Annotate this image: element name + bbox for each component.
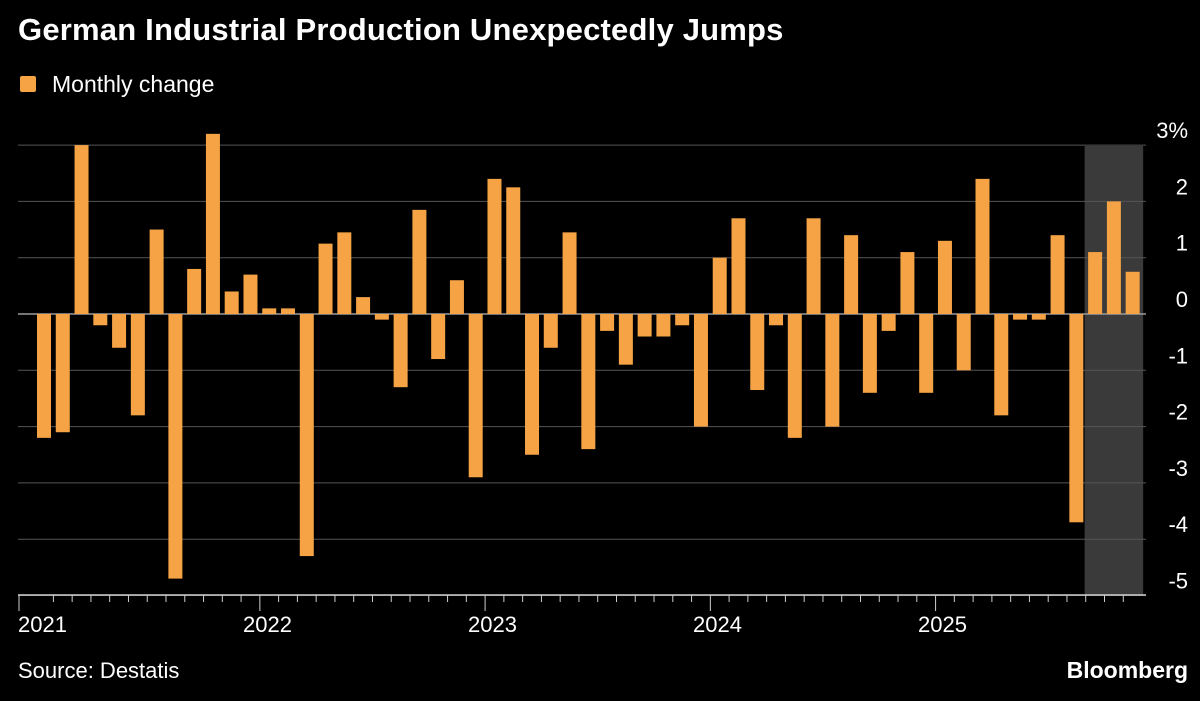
y-tick-label: -3 bbox=[1168, 456, 1188, 481]
bar-2024-09 bbox=[862, 314, 877, 393]
source-note: Source: Destatis bbox=[18, 658, 180, 683]
bar-2023-08 bbox=[618, 314, 633, 365]
bar-2025-11 bbox=[1125, 271, 1140, 314]
bar-2022-11 bbox=[449, 280, 464, 314]
bar-2024-05 bbox=[787, 314, 802, 438]
bar-2021-09 bbox=[187, 268, 202, 314]
bar-2024-12 bbox=[919, 314, 934, 393]
bar-2021-02 bbox=[55, 314, 70, 433]
bar-2024-06 bbox=[806, 218, 821, 314]
bar-2023-01 bbox=[487, 178, 502, 314]
bar-2021-12 bbox=[243, 274, 258, 314]
x-year-label: 2025 bbox=[918, 612, 967, 637]
bar-2022-01 bbox=[262, 308, 277, 314]
bar-2025-08 bbox=[1069, 314, 1084, 523]
bar-2025-07 bbox=[1050, 235, 1065, 314]
bar-2024-04 bbox=[769, 314, 784, 326]
y-tick-label: 2 bbox=[1176, 174, 1188, 199]
bar-2023-09 bbox=[637, 314, 652, 337]
x-year-label: 2021 bbox=[18, 612, 67, 637]
y-tick-label: 0 bbox=[1176, 287, 1188, 312]
bar-2024-07 bbox=[825, 314, 840, 427]
y-tick-label: -4 bbox=[1168, 512, 1188, 537]
bar-2023-07 bbox=[600, 314, 615, 331]
bar-2025-09 bbox=[1088, 252, 1103, 314]
bar-2024-02 bbox=[731, 218, 746, 314]
bar-2025-10 bbox=[1106, 201, 1121, 314]
bar-2022-10 bbox=[431, 314, 446, 360]
y-tick-label: -1 bbox=[1168, 343, 1188, 368]
bar-2023-05 bbox=[562, 232, 577, 314]
bar-2022-04 bbox=[318, 243, 333, 314]
bar-2025-06 bbox=[1031, 314, 1046, 320]
bar-2021-04 bbox=[93, 314, 108, 326]
bar-2022-05 bbox=[337, 232, 352, 314]
bar-2023-06 bbox=[581, 314, 596, 450]
bar-2023-04 bbox=[543, 314, 558, 348]
y-tick-label: 1 bbox=[1176, 231, 1188, 256]
legend-label: Monthly change bbox=[52, 70, 215, 97]
x-year-label: 2022 bbox=[243, 612, 292, 637]
bar-2024-03 bbox=[750, 314, 765, 391]
legend: Monthly change bbox=[20, 70, 214, 98]
bar-2021-01 bbox=[37, 314, 51, 438]
x-year-label: 2024 bbox=[693, 612, 742, 637]
bar-2021-05 bbox=[112, 314, 127, 348]
bar-2022-03 bbox=[299, 314, 314, 557]
bar-2021-03 bbox=[74, 145, 89, 314]
bar-2022-09 bbox=[412, 209, 427, 314]
bar-2023-12 bbox=[693, 314, 708, 427]
x-axis-layer: 2021 2022 2023 2024 2025 bbox=[18, 594, 1146, 637]
bar-2021-07 bbox=[149, 229, 164, 314]
bar-2021-11 bbox=[224, 291, 239, 314]
bar-2021-06 bbox=[130, 314, 145, 416]
bar-2025-04 bbox=[994, 314, 1009, 416]
bar-2022-06 bbox=[356, 297, 371, 314]
bar-2023-02 bbox=[506, 187, 521, 314]
y-tick-label: -5 bbox=[1168, 569, 1188, 594]
x-year-label: 2023 bbox=[468, 612, 517, 637]
bars-layer bbox=[37, 133, 1140, 579]
bar-2024-11 bbox=[900, 252, 915, 314]
bar-2025-03 bbox=[975, 178, 990, 314]
chart-title: German Industrial Production Unexpectedl… bbox=[18, 12, 784, 47]
bar-2024-10 bbox=[881, 314, 896, 331]
y-tick-labels-layer: 3% 2 1 0 -1 -2 -3 -4 -5 bbox=[1156, 118, 1188, 593]
bar-2024-01 bbox=[712, 257, 727, 314]
bar-2025-05 bbox=[1013, 314, 1028, 320]
y-tick-label: 3% bbox=[1156, 118, 1188, 143]
bar-2025-01 bbox=[937, 240, 952, 314]
bar-2023-03 bbox=[525, 314, 540, 455]
bar-2024-08 bbox=[844, 235, 859, 314]
bar-2025-02 bbox=[956, 314, 971, 371]
bar-2021-08 bbox=[168, 314, 183, 579]
bloomberg-logo: Bloomberg bbox=[1066, 657, 1188, 683]
legend-swatch bbox=[20, 76, 36, 92]
bar-2021-10 bbox=[205, 133, 220, 314]
bar-2022-12 bbox=[468, 314, 483, 478]
bar-2022-02 bbox=[281, 308, 296, 314]
y-tick-label: -2 bbox=[1168, 400, 1188, 425]
bar-2022-07 bbox=[374, 314, 389, 320]
bar-2023-10 bbox=[656, 314, 671, 337]
bar-2022-08 bbox=[393, 314, 408, 388]
bar-2023-11 bbox=[675, 314, 690, 326]
